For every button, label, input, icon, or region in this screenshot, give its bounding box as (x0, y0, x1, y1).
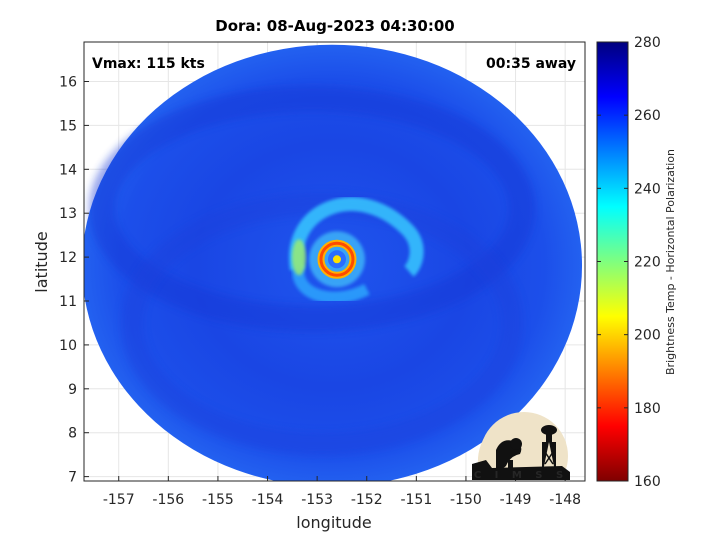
brightness-temp-swath (84, 44, 582, 481)
colorbar (596, 41, 629, 482)
x-axis-label: longitude (296, 513, 371, 532)
rain-band-strong (291, 239, 306, 276)
rain-band (289, 197, 424, 277)
y-tick-label: 9 (68, 382, 77, 398)
axes-box (83, 41, 586, 482)
x-tick-label: -150 (450, 492, 482, 508)
y-tick-label: 15 (59, 118, 77, 134)
colorbar-ticks: 160 180 200 220 240 260 280 (597, 35, 661, 490)
x-tick-label: -157 (103, 492, 135, 508)
colorbar-label: Brightness Temp - Horizontal Polarizatio… (664, 149, 677, 375)
y-tick-label: 8 (68, 426, 77, 442)
x-tick-label: -155 (202, 492, 234, 508)
colorbar-tick-label: 160 (634, 474, 661, 490)
cimss-logo-text: C I M S S (474, 470, 568, 481)
y-tick-label: 14 (59, 162, 77, 178)
y-tick-label: 10 (59, 338, 77, 354)
colorbar-tick-label: 220 (634, 255, 661, 271)
colorbar-tick-label: 180 (634, 401, 661, 417)
x-tick-label: -156 (152, 492, 184, 508)
y-tick-label: 13 (59, 206, 77, 222)
colorbar-tick-label: 280 (634, 35, 661, 51)
eyewall-core (319, 241, 355, 277)
cloud-band (89, 85, 536, 332)
y-axis-ticks: 7 8 9 10 11 12 13 14 15 16 (59, 75, 89, 486)
x-axis-ticks: -157 -156 -155 -154 -153 -152 -151 -150 -149 -148 (103, 476, 581, 508)
y-tick-label: 11 (59, 294, 77, 310)
colorbar-tick-label: 200 (634, 328, 661, 344)
x-tick-label: -151 (400, 492, 432, 508)
cimss-logo: C I M S S (472, 412, 570, 500)
y-axis-label: latitude (32, 231, 51, 292)
x-tick-label: -148 (549, 492, 581, 508)
vmax-annotation: Vmax: 115 kts (92, 56, 205, 72)
x-tick-label: -152 (351, 492, 383, 508)
chart-title: Dora: 08-Aug-2023 04:30:00 (215, 17, 454, 35)
colorbar-tick-label: 260 (634, 108, 661, 124)
y-tick-label: 7 (68, 470, 77, 486)
x-tick-label: -153 (301, 492, 333, 508)
y-tick-label: 12 (59, 250, 77, 266)
x-tick-label: -154 (252, 492, 284, 508)
eye-center (332, 255, 341, 264)
x-tick-label: -149 (500, 492, 532, 508)
colorbar-tick-label: 240 (634, 181, 661, 197)
y-tick-label: 16 (59, 75, 77, 91)
time-offset-annotation: 00:35 away (486, 56, 576, 72)
